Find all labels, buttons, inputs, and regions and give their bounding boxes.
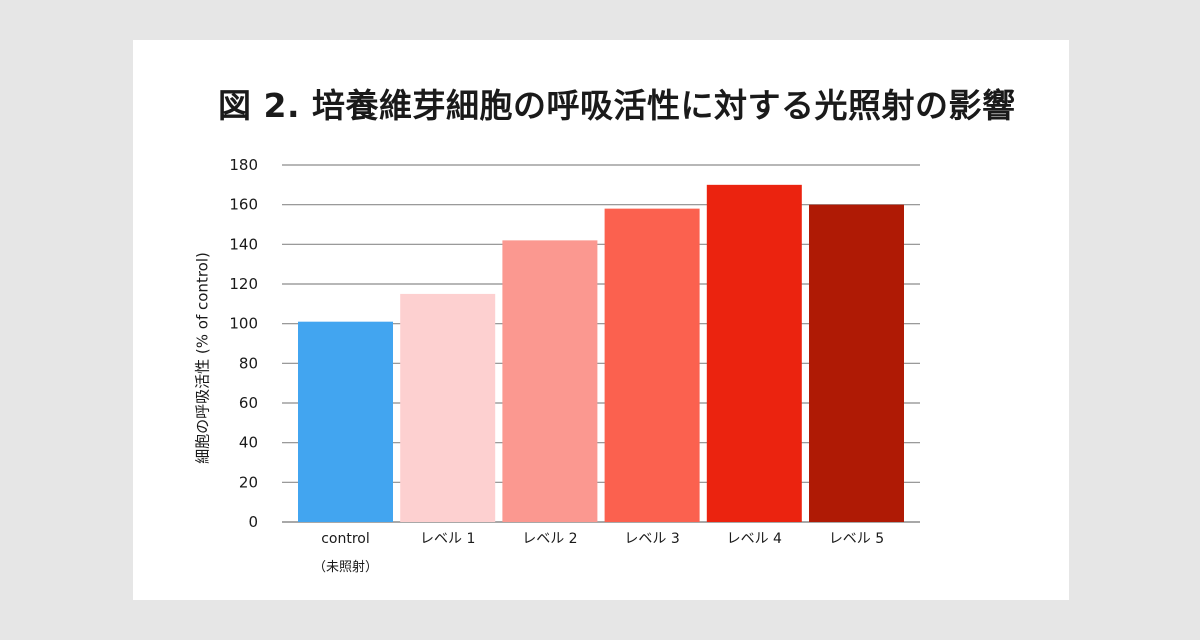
y-tick-label: 60 <box>239 394 258 412</box>
bar <box>502 240 598 522</box>
y-tick-label: 160 <box>229 196 258 214</box>
x-tick-label: レベル 4 <box>727 531 782 547</box>
bars <box>298 184 904 523</box>
x-tick-label: レベル 3 <box>624 531 679 547</box>
y-tick-label: 140 <box>229 235 258 253</box>
x-tick-label: control <box>321 531 370 547</box>
x-tick-label: レベル 5 <box>829 531 884 547</box>
y-tick-label: 40 <box>239 434 258 452</box>
x-tick-label: レベル 1 <box>420 531 475 547</box>
chart-title: 図 2. 培養維芽細胞の呼吸活性に対する光照射の影響 <box>218 86 1016 125</box>
x-tick-label: レベル 2 <box>522 531 577 547</box>
bar <box>298 321 393 522</box>
y-tick-label: 180 <box>229 156 258 174</box>
x-tick-sublabel: （未照射） <box>313 559 378 575</box>
y-tick-labels: 0 20 40 60 80 100 120 140 160 180 <box>229 156 258 531</box>
chart-card <box>133 40 1069 600</box>
y-tick-label: 80 <box>239 354 258 372</box>
x-tick-labels: control （未照射） レベル 1 レベル 2 レベル 3 レベル 4 レベル 5 <box>313 531 884 575</box>
bar <box>400 293 496 522</box>
bar <box>809 204 904 522</box>
y-tick-label: 120 <box>229 275 258 293</box>
y-tick-label: 0 <box>248 513 258 531</box>
bar <box>706 184 802 523</box>
bar <box>604 208 700 522</box>
y-tick-label: 20 <box>239 473 258 491</box>
y-tick-label: 100 <box>229 315 258 333</box>
